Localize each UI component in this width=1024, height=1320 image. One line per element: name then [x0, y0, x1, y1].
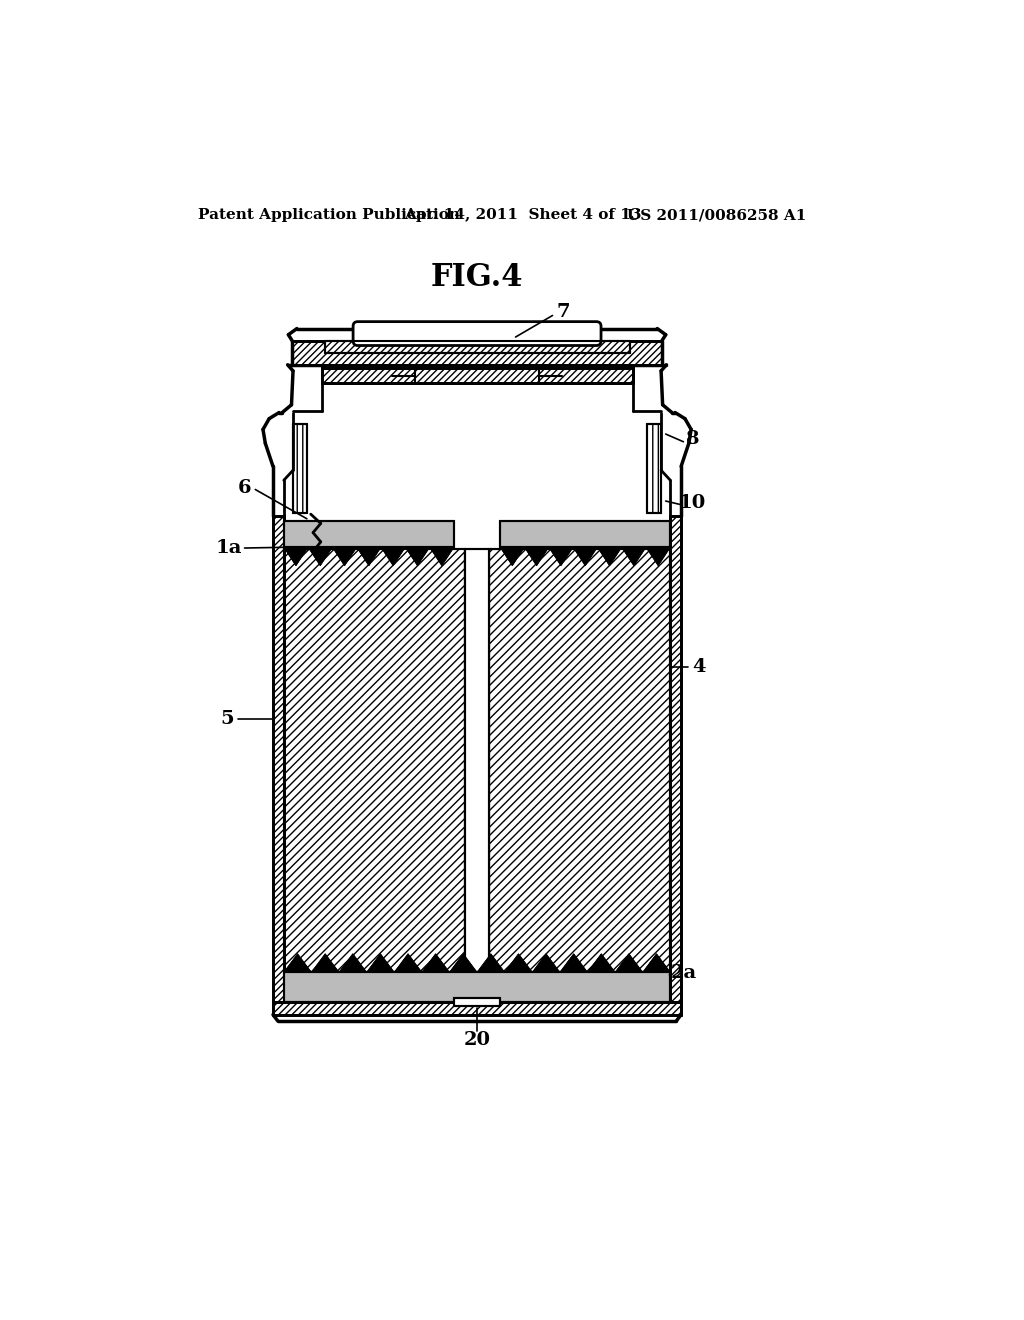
Polygon shape — [500, 548, 524, 566]
Polygon shape — [524, 548, 549, 566]
Polygon shape — [646, 548, 671, 566]
Text: 8: 8 — [686, 430, 699, 449]
Text: Apr. 14, 2011  Sheet 4 of 13: Apr. 14, 2011 Sheet 4 of 13 — [403, 209, 641, 222]
Polygon shape — [284, 549, 465, 973]
Polygon shape — [381, 548, 406, 566]
Text: 1a: 1a — [215, 539, 242, 557]
Polygon shape — [588, 954, 615, 973]
Polygon shape — [532, 954, 560, 973]
FancyBboxPatch shape — [353, 322, 601, 346]
Polygon shape — [430, 548, 454, 566]
Polygon shape — [560, 954, 588, 973]
Polygon shape — [394, 954, 422, 973]
Text: FIG.4: FIG.4 — [431, 263, 523, 293]
Polygon shape — [406, 548, 430, 566]
Polygon shape — [293, 424, 307, 512]
Polygon shape — [573, 548, 597, 566]
Text: 2a: 2a — [671, 964, 696, 982]
Polygon shape — [597, 548, 622, 566]
Polygon shape — [322, 368, 633, 383]
Polygon shape — [356, 548, 381, 566]
Polygon shape — [284, 548, 308, 566]
Polygon shape — [284, 973, 671, 1002]
Polygon shape — [311, 954, 339, 973]
Text: US 2011/0086258 A1: US 2011/0086258 A1 — [628, 209, 807, 222]
Polygon shape — [450, 954, 477, 973]
Polygon shape — [308, 548, 333, 566]
Polygon shape — [284, 954, 311, 973]
Polygon shape — [500, 521, 671, 548]
Polygon shape — [273, 516, 284, 1002]
Text: 5: 5 — [220, 710, 233, 727]
Polygon shape — [505, 954, 532, 973]
Text: 4: 4 — [692, 657, 706, 676]
Polygon shape — [292, 341, 662, 364]
Polygon shape — [333, 548, 356, 566]
Polygon shape — [549, 548, 573, 566]
Polygon shape — [615, 954, 643, 973]
Polygon shape — [454, 998, 500, 1006]
Polygon shape — [465, 549, 489, 973]
Polygon shape — [622, 548, 646, 566]
Polygon shape — [643, 954, 671, 973]
Text: 20: 20 — [464, 1031, 490, 1049]
Text: Patent Application Publication: Patent Application Publication — [199, 209, 461, 222]
Polygon shape — [284, 521, 454, 548]
Polygon shape — [489, 549, 671, 973]
Polygon shape — [671, 516, 681, 1002]
Polygon shape — [422, 954, 450, 973]
Text: 7: 7 — [557, 304, 570, 321]
Polygon shape — [647, 424, 662, 512]
Text: 6: 6 — [238, 479, 251, 496]
Polygon shape — [367, 954, 394, 973]
Polygon shape — [477, 954, 505, 973]
Text: 10: 10 — [679, 495, 707, 512]
Polygon shape — [325, 341, 630, 354]
Polygon shape — [273, 1002, 681, 1015]
Polygon shape — [339, 954, 367, 973]
